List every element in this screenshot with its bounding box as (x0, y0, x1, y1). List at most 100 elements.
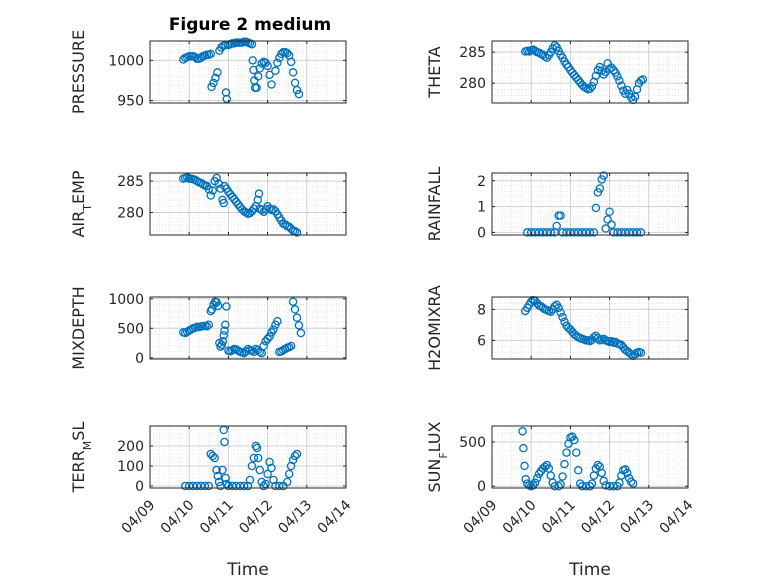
mixdepth-data-point (207, 305, 217, 314)
terr_msl-data-point (213, 471, 223, 481)
sun_flux-data-point (554, 481, 563, 491)
theta-data-point (585, 84, 595, 93)
terr_msl-data-point (292, 449, 302, 459)
terr_msl-xtick-label: 04/12 (236, 497, 276, 537)
terr_msl-data-point (208, 451, 217, 461)
terr_msl-data-point (218, 465, 227, 475)
air_temp-data-point (254, 189, 264, 198)
mixdepth-data-point (221, 320, 230, 330)
pressure-data-point (265, 70, 274, 80)
terr_msl-data-point (267, 463, 276, 473)
terr_msl-ytick-label: 200 (117, 439, 144, 455)
sun_flux-data-point (521, 474, 530, 484)
theta-data-point (599, 70, 608, 79)
rainfall-data-point (552, 221, 561, 231)
pressure-axes-box (149, 40, 347, 104)
theta-data-point (636, 76, 646, 85)
mixdepth-data-point (204, 320, 214, 330)
pressure-data-point (263, 61, 272, 71)
terr_msl-data-point (286, 461, 296, 471)
mixdepth-data-point (296, 328, 306, 338)
pressure-data-point (255, 64, 265, 73)
pressure-data-point (292, 85, 302, 95)
sun_flux-data-point (570, 435, 579, 445)
pressure-data-point (275, 53, 284, 63)
air_temp-ytick-label: 280 (117, 205, 144, 221)
rainfall-data-point (632, 228, 642, 237)
mixdepth-data-point (263, 334, 272, 344)
mixdepth-data-point (273, 316, 282, 326)
sun_flux-data-point (518, 427, 527, 436)
terr_msl-data-point (200, 481, 210, 491)
theta-axes-box (491, 40, 689, 104)
figure-title: Figure 2 medium (169, 15, 331, 35)
theta-data-point (615, 76, 624, 85)
sun_flux-data-point (520, 461, 529, 471)
terr_msl-data-point (239, 481, 249, 491)
terr_msl-data-point (253, 453, 263, 463)
terr_msl-data-point (214, 477, 224, 487)
air_temp-data-point (208, 186, 217, 195)
mixdepth-data-point (241, 347, 251, 356)
mixdepth-data-point (222, 302, 231, 311)
terr_msl-data-point (245, 475, 255, 485)
sun_flux-data-point (599, 476, 608, 486)
theta-data-point (630, 92, 640, 102)
air_temp-data-point (241, 208, 251, 217)
terr_msl-ytick-label: 0 (135, 479, 144, 495)
theta-data-point (613, 72, 622, 81)
pressure-data-point (286, 57, 296, 67)
mixdepth-data-point (213, 301, 223, 311)
air_temp-data-point (219, 198, 228, 208)
mixdepth-data-point (218, 337, 228, 346)
terr_msl-data-point (252, 443, 262, 453)
mixdepth-data-point (202, 321, 212, 331)
air_temp-data-point (253, 195, 263, 205)
theta-data-point (562, 60, 571, 69)
rainfall-ytick-label: 2 (477, 174, 486, 190)
sun_flux-data-point (626, 477, 636, 487)
rainfall-data-point (607, 220, 616, 229)
pressure-data-point (252, 83, 261, 92)
theta-data-point (540, 52, 550, 61)
h2omixra-data-point (636, 348, 646, 358)
air_temp-data-point (292, 228, 302, 237)
terr_msl-data-point (255, 465, 265, 475)
pressure-data-point (288, 68, 298, 77)
terr_msl-axes-box (149, 425, 347, 489)
sun_flux-data-point (573, 466, 583, 475)
sun_flux-xtick-label: 04/10 (500, 497, 540, 537)
mixdepth-ytick-label: 1000 (108, 292, 144, 308)
h2omixra-axes-box (491, 296, 689, 360)
terr_msl-data-point (220, 437, 229, 447)
mixdepth-data-point (294, 321, 304, 330)
terr_msl-data-point (265, 457, 274, 467)
pressure-data-point (206, 49, 216, 59)
sun_flux-axes-box (491, 425, 689, 489)
air_temp-data-point (206, 191, 216, 200)
terr_msl-data-point (249, 453, 259, 463)
pressure-ytick-label: 950 (117, 94, 144, 110)
theta-data-point (581, 83, 591, 93)
mixdepth-ylabel: MIXDEPTH (69, 286, 88, 369)
terr_msl-data-point (212, 465, 221, 475)
rainfall-data-point (601, 224, 610, 233)
mixdepth-data-point (255, 347, 265, 357)
h2omixra-data-point (550, 302, 559, 311)
sun_flux-xlabel: Time (568, 560, 611, 580)
pressure-data-point (207, 82, 216, 92)
air_temp-axes-box (149, 172, 347, 236)
air_temp-ylabel: AIRTEMP (69, 170, 94, 237)
theta-data-point (524, 47, 534, 56)
terr_msl-data-point (204, 481, 214, 491)
rainfall-axes-box (491, 172, 689, 236)
h2omixra-data-point (626, 350, 636, 359)
terr_msl-data-point (288, 455, 298, 465)
pressure-data-point (253, 72, 263, 81)
sun_flux-data-point (622, 468, 632, 478)
mixdepth-data-point (219, 331, 228, 340)
sun_flux-data-point (628, 479, 638, 488)
mixdepth-data-point (220, 326, 229, 335)
sun_flux-data-point (519, 443, 528, 453)
theta-data-point (591, 71, 601, 80)
